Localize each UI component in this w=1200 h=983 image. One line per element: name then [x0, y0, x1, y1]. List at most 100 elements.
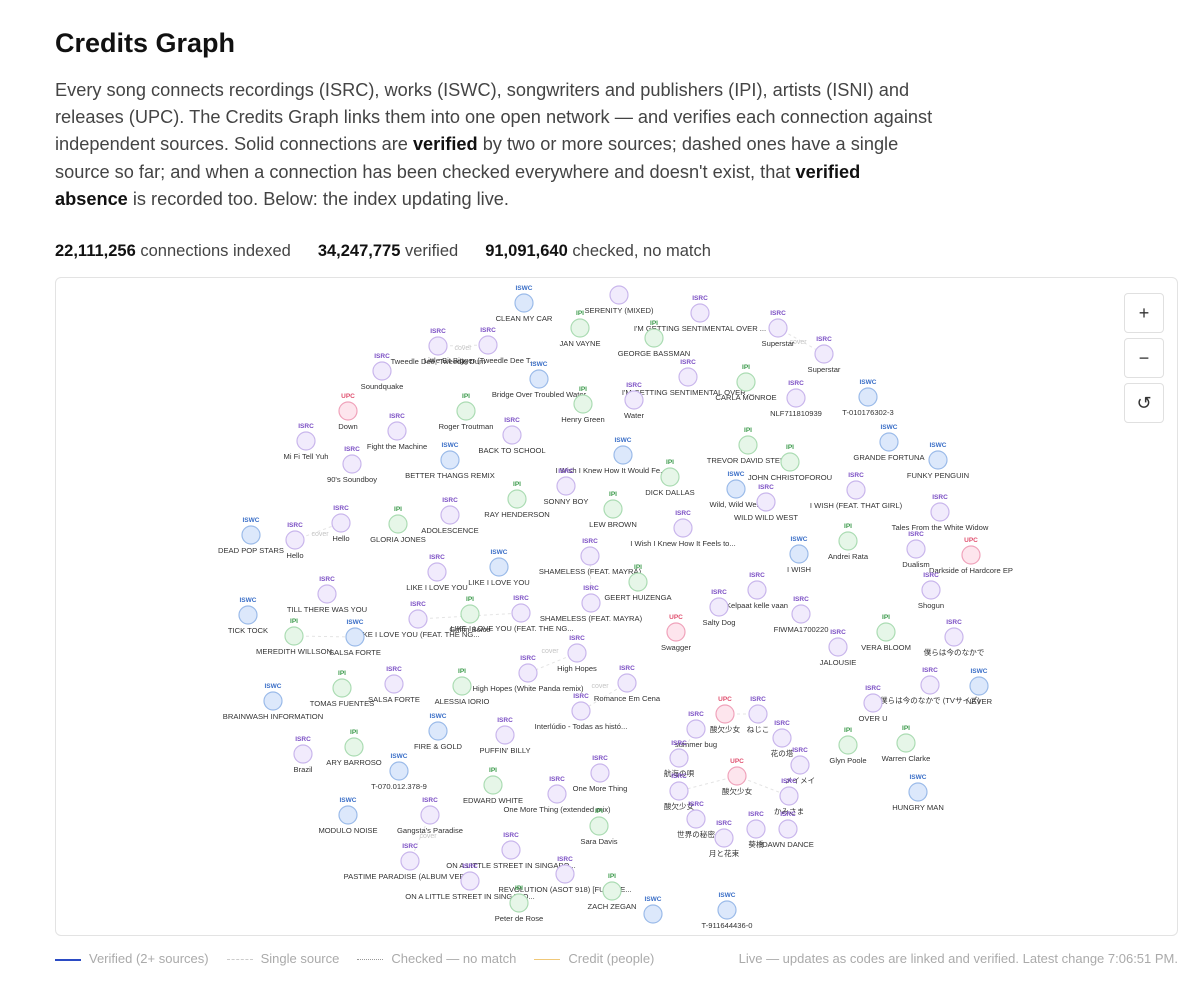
graph-node[interactable]: ISRC Gangsta's Paradise	[397, 797, 463, 835]
graph-node[interactable]: IPI Griffin Boice	[449, 596, 490, 634]
graph-node[interactable]: IPI Sara Davis	[580, 808, 617, 846]
graph-node[interactable]: ISRC Hello	[285, 522, 305, 560]
graph-node[interactable]: ISRC Tweedle Dee, Tweedle Dum	[391, 328, 486, 366]
graph-node[interactable]: ISWC FIRE & GOLD	[414, 713, 463, 751]
graph-node[interactable]: IPI DICK DALLAS	[645, 459, 694, 497]
graph-node[interactable]: ISRC OVER U	[858, 685, 887, 723]
graph-node[interactable]: ISRC 世界の秘密	[677, 801, 715, 839]
graph-node[interactable]: UPC 酸欠少女	[722, 758, 753, 796]
graph-node[interactable]: ISRC 月と花束	[709, 820, 740, 858]
graph-node[interactable]: ISRC summer bug	[675, 711, 717, 749]
graph-node[interactable]: ISRC SALSA FORTE	[368, 666, 420, 704]
graph-node[interactable]: ISRC NLF711810939	[770, 380, 822, 418]
graph-node[interactable]: ISRC 90's Soundboy	[327, 446, 377, 484]
graph-node[interactable]: ISWC I Wish I Knew How It Would Fe...	[556, 437, 667, 475]
graph-node[interactable]: ISRC Shogun	[918, 572, 944, 610]
graph-node[interactable]: IPI JOHN CHRISTOFOROU	[748, 444, 832, 482]
graph-node[interactable]: ISRC Superstar	[762, 310, 795, 348]
reset-button[interactable]: ↺	[1124, 383, 1164, 423]
graph-node[interactable]: ISRC I Wish I Knew How It Feels to...	[630, 510, 736, 548]
graph-node[interactable]: IPI Henry Green	[561, 386, 604, 424]
graph-node[interactable]: ISWC NEVER	[966, 668, 993, 706]
graph-node[interactable]: ISWC T-070.012.378-9	[371, 753, 427, 791]
zoom-in-button[interactable]: +	[1124, 293, 1164, 333]
graph-node[interactable]: ISRC Mi Fi Tell Yuh	[284, 423, 329, 461]
graph-node[interactable]: IPI TOMAS FUENTES	[310, 670, 374, 708]
graph-node[interactable]: ISWC LIKE I LOVE YOU	[468, 549, 529, 587]
graph-node[interactable]: IPI GEORGE BASSMAN	[618, 320, 691, 358]
graph-node[interactable]: ISRC High Hopes (White Panda remix)	[473, 655, 584, 693]
graph-node[interactable]: ISRC SHAMELESS (FEAT. MAYRA)	[540, 585, 643, 623]
graph-node[interactable]: ISWC Bridge Over Troubled Water	[492, 361, 587, 399]
graph-node[interactable]: ISWC T-010176302-3	[842, 379, 894, 417]
graph-node[interactable]: ISRC ねじこ	[747, 696, 770, 734]
graph-node[interactable]: ISRC One More Thing	[573, 755, 628, 793]
graph-node[interactable]: IPI GLORIA JONES	[370, 506, 426, 544]
graph-node[interactable]: ISRC ADOLESCENCE	[421, 497, 478, 535]
graph-node[interactable]: ISWC FUNKY PENGUIN	[907, 442, 969, 480]
graph-node[interactable]: ISRC FIWMA1700220	[774, 596, 829, 634]
graph-node[interactable]: IPI Andrei Rata	[828, 523, 869, 561]
graph-node[interactable]: ISRC REVOLUTION (ASOT 918) [FUTURE...	[498, 856, 631, 894]
graph-node[interactable]: ISRC 酸欠少女	[664, 773, 695, 811]
graph-node[interactable]: IPI RAY HENDERSON	[484, 481, 550, 519]
graph-node[interactable]: UPC Darkside of Hardcore EP	[929, 537, 1013, 575]
graph-node[interactable]: ISWC BRAINWASH INFORMATION	[223, 683, 323, 721]
graph-node[interactable]: ISRC Hello	[331, 505, 351, 543]
graph-node[interactable]: ISRC I WISH (FEAT. THAT GIRL)	[810, 472, 903, 510]
graph-node[interactable]: ISRC PUFFIN' BILLY	[479, 717, 530, 755]
graph-node[interactable]: IPI ZACH ZEGAN	[588, 873, 637, 911]
graph-node[interactable]: ISRC Soundquake	[361, 353, 404, 391]
graph-node[interactable]: ISRC DAWN DANCE	[762, 811, 814, 849]
graph-node[interactable]: ISRC PASTIME PARADISE (ALBUM VERS...	[344, 843, 477, 881]
graph-node[interactable]: ISRC Brazil	[293, 736, 313, 774]
graph-node[interactable]: IPI ALESSIA IORIO	[435, 668, 490, 706]
graph-node[interactable]: UPC Swagger	[661, 614, 691, 652]
graph-node[interactable]: ISRC Dualism	[902, 531, 929, 569]
graph-node[interactable]: ISRC SONNY BOY	[543, 468, 588, 506]
graph-node[interactable]: ISRC 葵橋	[746, 811, 766, 849]
graph-node[interactable]: UPC Down	[338, 393, 357, 431]
graph-node[interactable]: ISWC	[643, 896, 663, 924]
graph-node[interactable]: ISRC Little Bit Bigger (Tweedle Dee T...	[424, 327, 536, 365]
graph-node[interactable]: ISRC LIKE I LOVE YOU (FEAT. THE NG...	[450, 595, 573, 633]
graph-node[interactable]: ISRC LIKE I LOVE YOU (FEAT. THE NG...	[356, 601, 479, 639]
graph-node[interactable]: IPI Glyn Poole	[829, 727, 866, 765]
graph-node[interactable]: IPI Roger Troutman	[439, 393, 494, 431]
graph-node[interactable]: ISRC Salty Dog	[703, 589, 736, 627]
graph-node[interactable]: ISWC BETTER THANGS REMIX	[405, 442, 495, 480]
graph-node[interactable]: ISRC High Hopes	[557, 635, 597, 673]
graph-node[interactable]: ISRC Kelpaat kelle vaan	[726, 572, 788, 610]
graph-node[interactable]: ISRC LIKE I LOVE YOU	[406, 554, 467, 592]
graph-node[interactable]: ISRC WILD WILD WEST	[734, 484, 798, 522]
graph-node[interactable]: ISWC TICK TOCK	[228, 597, 268, 635]
graph-node[interactable]: ISRC TILL THERE WAS YOU	[287, 576, 367, 614]
graph-node[interactable]: ISWC GRANDE FORTUNA	[853, 424, 925, 462]
graph-panel[interactable]: cover cover cover cover cover cover ISWC CLEAN …	[55, 277, 1178, 936]
graph-node[interactable]: IPI Warren Clarke	[882, 725, 931, 763]
graph-node[interactable]: IPI ARY BARROSO	[326, 729, 382, 767]
graph-node[interactable]: IPI EDWARD WHITE	[463, 767, 523, 805]
graph-node[interactable]: ISRC Interlúdio - Todas as histó...	[535, 693, 628, 731]
graph-node[interactable]: IPI JAN VAYNE	[559, 310, 600, 348]
graph-node[interactable]: ISWC I WISH	[787, 536, 811, 574]
graph-node[interactable]: SERENITY (MIXED)	[584, 285, 654, 315]
graph-node[interactable]: ISRC Romance Em Cena	[594, 665, 661, 703]
graph-node[interactable]: UPC 酸欠少女	[710, 696, 741, 734]
graph-node[interactable]: IPI MEREDITH WILLSON	[256, 618, 332, 656]
graph-node[interactable]: ISWC SALSA FORTE	[329, 619, 381, 657]
graph-node[interactable]: ISRC SHAMELESS (FEAT. MAYRA)	[539, 538, 642, 576]
graph-node[interactable]: ISWC Wild, Wild West	[709, 471, 763, 509]
graph-node[interactable]: ISRC メイメイ	[785, 747, 815, 785]
graph-node[interactable]: IPI VERA BLOOM	[861, 614, 911, 652]
graph-node[interactable]: ISRC JALOUSIE	[820, 629, 857, 667]
graph-node[interactable]: IPI CARLA MONROE	[715, 364, 776, 402]
graph-node[interactable]: ISRC 僕らは今のなかで	[924, 619, 985, 657]
graph-node[interactable]: ISWC CLEAN MY CAR	[496, 285, 553, 323]
